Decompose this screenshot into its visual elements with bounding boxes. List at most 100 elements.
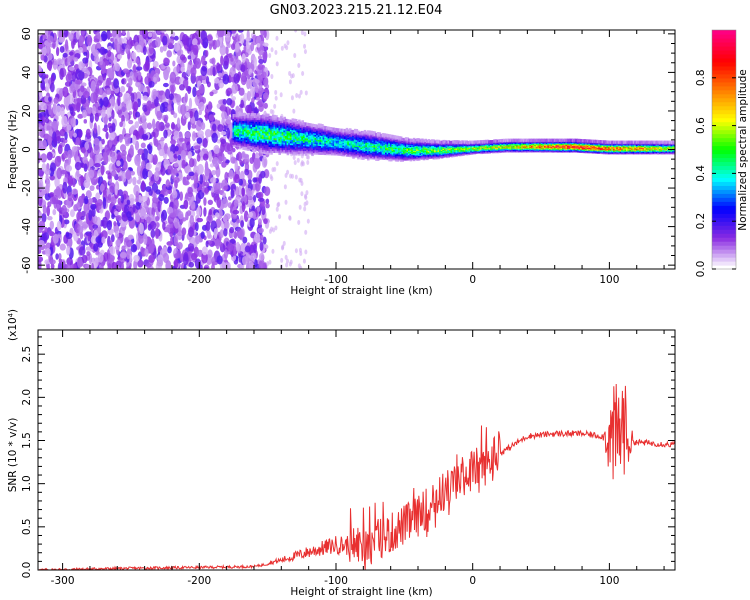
spectrogram-cell bbox=[187, 121, 191, 131]
spectrogram-cell bbox=[285, 262, 289, 268]
spectrogram-cell bbox=[274, 89, 278, 95]
spectrogram-cell bbox=[263, 78, 269, 87]
spectrogram-cell bbox=[147, 223, 152, 231]
spectrogram-cell bbox=[195, 120, 203, 132]
spectrogram-cell bbox=[254, 92, 260, 98]
spectrogram-cell bbox=[115, 231, 120, 239]
spectrogram-cell bbox=[223, 227, 228, 237]
spectrogram-cell bbox=[212, 66, 216, 77]
spectrogram-cell bbox=[304, 229, 308, 235]
spectrogram-cell bbox=[190, 238, 195, 244]
spectrogram-cell bbox=[288, 70, 292, 76]
spectrogram-cell bbox=[155, 215, 160, 222]
spectrogram-cell bbox=[270, 74, 274, 80]
spectrogram-cell bbox=[135, 66, 143, 71]
spectrogram-cell bbox=[270, 47, 274, 53]
spectrogram-cell bbox=[106, 220, 113, 231]
spectrogram-cell bbox=[196, 137, 203, 144]
spectrogram-cell bbox=[304, 90, 308, 96]
spectrogram-cell bbox=[170, 236, 174, 244]
spectrogram-cell bbox=[46, 151, 53, 161]
spectrogram-cell bbox=[203, 181, 210, 186]
spectrogram-cell bbox=[70, 117, 77, 128]
spectrogram-cell bbox=[156, 259, 164, 267]
spectrogram-cell bbox=[102, 96, 109, 108]
spectrogram-cell bbox=[204, 187, 209, 194]
spectrogram-cell bbox=[119, 121, 123, 128]
spectrogram-cell bbox=[63, 219, 70, 225]
spectrogram-cell bbox=[126, 211, 132, 218]
spectrogram-cell bbox=[119, 251, 127, 259]
spectrogram-cell bbox=[56, 200, 62, 212]
spectrogram-cell bbox=[283, 43, 287, 49]
spectrogram-cell bbox=[101, 138, 105, 145]
spectrogram-cell bbox=[189, 215, 195, 226]
spectrogram-cell bbox=[240, 75, 247, 86]
spectrogram-cell bbox=[179, 84, 185, 91]
spectrogram-cell bbox=[214, 195, 220, 201]
spectrogram-cell bbox=[208, 114, 215, 122]
spectrogram-cell bbox=[88, 209, 93, 221]
spectrogram-cell bbox=[176, 117, 181, 128]
spectrogram-cell bbox=[110, 234, 115, 243]
spectrogram-cell bbox=[132, 176, 137, 186]
spectrogram-cell bbox=[103, 251, 109, 262]
spectrogram-cell bbox=[232, 209, 240, 215]
spectrogram-cell bbox=[40, 79, 45, 90]
spectrogram-cell bbox=[126, 58, 133, 69]
spectrogram-cell bbox=[89, 157, 94, 167]
spectrogram-cell bbox=[85, 49, 90, 60]
spectrogram-cell bbox=[81, 146, 86, 154]
spectrogram-cell bbox=[251, 97, 255, 103]
spectrogram-cell bbox=[165, 179, 171, 188]
spectrogram-cell bbox=[184, 131, 191, 139]
spectrogram-cell bbox=[89, 112, 94, 123]
spectrogram-cell bbox=[82, 57, 89, 64]
spectrogram-cell bbox=[268, 53, 272, 59]
spectrogram-cell bbox=[254, 259, 258, 268]
spectrogram-cell bbox=[90, 92, 97, 104]
spectrogram-cell bbox=[177, 154, 182, 161]
spectrogram-cell bbox=[278, 214, 282, 220]
spectrogram-cell bbox=[101, 111, 106, 118]
spectrogram-cell bbox=[171, 168, 175, 180]
spectrogram-cell bbox=[206, 230, 211, 239]
spectrogram-cell bbox=[91, 106, 97, 115]
spectrogram-cell bbox=[258, 58, 264, 65]
spectrogram-cell bbox=[117, 53, 123, 60]
spectrogram-cell bbox=[67, 154, 72, 165]
spectrogram-cell bbox=[227, 242, 234, 252]
spectrogram-cell bbox=[132, 203, 136, 213]
spectrogram-cell bbox=[118, 135, 123, 143]
spectrogram-cell bbox=[258, 252, 265, 261]
spectrogram-cell bbox=[137, 148, 145, 155]
spectrogram-cell bbox=[139, 222, 144, 235]
spectrogram-cell bbox=[250, 42, 255, 52]
spectrogram-cell bbox=[303, 31, 307, 37]
spectrogram-cell bbox=[42, 204, 47, 215]
spectrogram-cell bbox=[73, 57, 79, 62]
spectrogram-cell bbox=[164, 114, 169, 121]
spectrogram-cell bbox=[178, 137, 185, 142]
spectrogram-cell bbox=[295, 92, 299, 98]
spectrogram-cell bbox=[269, 109, 273, 115]
spectrogram-cell bbox=[223, 55, 230, 66]
spectrogram-cell bbox=[128, 86, 133, 93]
spectrogram-cell bbox=[56, 167, 62, 180]
spectrogram-cell bbox=[146, 144, 152, 151]
spectrogram-cell bbox=[173, 35, 179, 41]
spectrogram-cell bbox=[290, 95, 294, 101]
spectrogram-cell bbox=[197, 95, 204, 100]
spectrogram-cell bbox=[79, 232, 84, 240]
spectrogram-cell bbox=[190, 200, 196, 210]
spectrogram-cell bbox=[58, 36, 65, 43]
spectrogram-cell bbox=[262, 92, 269, 100]
spectrogram-cell bbox=[231, 96, 237, 101]
spectrogram-cell bbox=[205, 49, 209, 58]
spectrogram-cell bbox=[121, 78, 125, 85]
spectrogram-cell bbox=[67, 175, 74, 187]
spectrogram-cell bbox=[306, 218, 310, 224]
spectrogram-cell bbox=[201, 246, 208, 256]
spectrogram-cell bbox=[239, 32, 245, 45]
